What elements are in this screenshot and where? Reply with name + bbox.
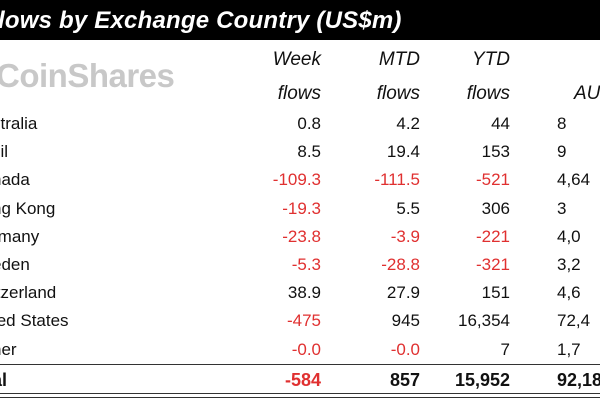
week-flows-value: -5.3 (291, 255, 321, 274)
aum-value: 9 (557, 142, 567, 162)
mtd-flows-value: 4.2 (396, 114, 420, 133)
week-flows-value: -23.8 (282, 226, 321, 246)
table-row: ted States -475 945 16,354 72,4 (0, 307, 600, 336)
week-flows-value: -19.3 (282, 198, 321, 218)
country-name: eden (0, 255, 30, 274)
ytd-flows-value: -321 (475, 255, 510, 274)
table-row: ng Kong -19.3 5.5 306 3 (0, 195, 600, 224)
country-name: rmany (0, 226, 40, 246)
ytd-flows-value: 16,354 (458, 311, 510, 331)
total-label: al (0, 370, 8, 390)
total-divider-bottom (0, 393, 600, 398)
country-name: ng Kong (0, 198, 56, 218)
mtd-flows-value: -111.5 (374, 170, 420, 190)
header-ytd-line1: YTD (472, 49, 510, 70)
coinshares-logo-watermark: CoinShares (0, 57, 175, 94)
table-row: nada -109.3 -111.5 -521 4,64 (0, 166, 600, 195)
ytd-flows-value: 7 (500, 339, 510, 359)
title-bar: lows by Exchange Country (US$m) (0, 0, 600, 40)
aum-value: 4,0 (557, 226, 581, 246)
mtd-flows-value: -28.8 (381, 255, 420, 274)
table-row: eden -5.3 -28.8 -321 3,2 (0, 251, 600, 280)
week-flows-value: 8.5 (297, 142, 321, 162)
aum-value: 72,4 (557, 311, 591, 331)
table-row: zil 8.5 19.4 153 9 (0, 138, 600, 167)
table-title: lows by Exchange Country (US$m) (0, 7, 402, 34)
aum-value: 1,7 (557, 339, 581, 359)
country-name: ted States (0, 311, 69, 331)
country-name: zil (0, 142, 9, 162)
table-row: itzerland 38.9 27.9 151 4,6 (0, 279, 600, 308)
header-mtd-line2: flows (376, 83, 420, 104)
country-name: ner (0, 339, 17, 359)
ytd-flows-value: -221 (475, 226, 510, 246)
week-flows-value: -0.0 (291, 339, 321, 359)
aum-value: 3,2 (557, 255, 581, 274)
aum-value: 3 (557, 198, 567, 218)
week-flows-value: 38.9 (287, 283, 321, 303)
country-name: nada (0, 170, 30, 190)
table-row: ner -0.0 -0.0 7 1,7 (0, 336, 600, 365)
total-divider-top (0, 364, 600, 365)
header-week-line1: Week (272, 49, 321, 70)
aum-value: 92,18 (557, 370, 600, 390)
week-flows-value: 0.8 (297, 114, 321, 133)
ytd-flows-value: 15,952 (454, 370, 510, 390)
mtd-flows-value: -3.9 (390, 226, 420, 246)
header-ytd-line2: flows (466, 83, 510, 104)
header-week-line2: flows (277, 83, 321, 104)
country-name: itzerland (0, 283, 57, 303)
mtd-flows-value: -0.0 (390, 339, 420, 359)
week-flows-value: -109.3 (272, 170, 321, 190)
aum-value: 4,64 (557, 170, 591, 190)
aum-value: 4,6 (557, 283, 581, 303)
header-aum-line2: AU (574, 83, 600, 104)
mtd-flows-value: 857 (389, 370, 420, 390)
mtd-flows-value: 27.9 (386, 283, 420, 303)
ytd-flows-value: 153 (481, 142, 510, 162)
header-mtd-line1: MTD (378, 49, 420, 70)
ytd-flows-value: 151 (481, 283, 510, 303)
table-row: rmany -23.8 -3.9 -221 4,0 (0, 223, 600, 252)
ytd-flows-value: 306 (481, 198, 510, 218)
ytd-flows-value: -521 (475, 170, 510, 190)
week-flows-value: -584 (284, 370, 321, 390)
mtd-flows-value: 5.5 (396, 198, 420, 218)
aum-value: 8 (557, 114, 567, 133)
ytd-flows-value: 44 (491, 114, 510, 133)
total-row: al -584 857 15,952 92,18 (0, 366, 600, 395)
mtd-flows-value: 945 (391, 311, 420, 331)
table-row: stralia 0.8 4.2 44 8 (0, 110, 600, 139)
week-flows-value: -475 (286, 311, 321, 331)
country-name: stralia (0, 114, 38, 133)
mtd-flows-value: 19.4 (386, 142, 420, 162)
